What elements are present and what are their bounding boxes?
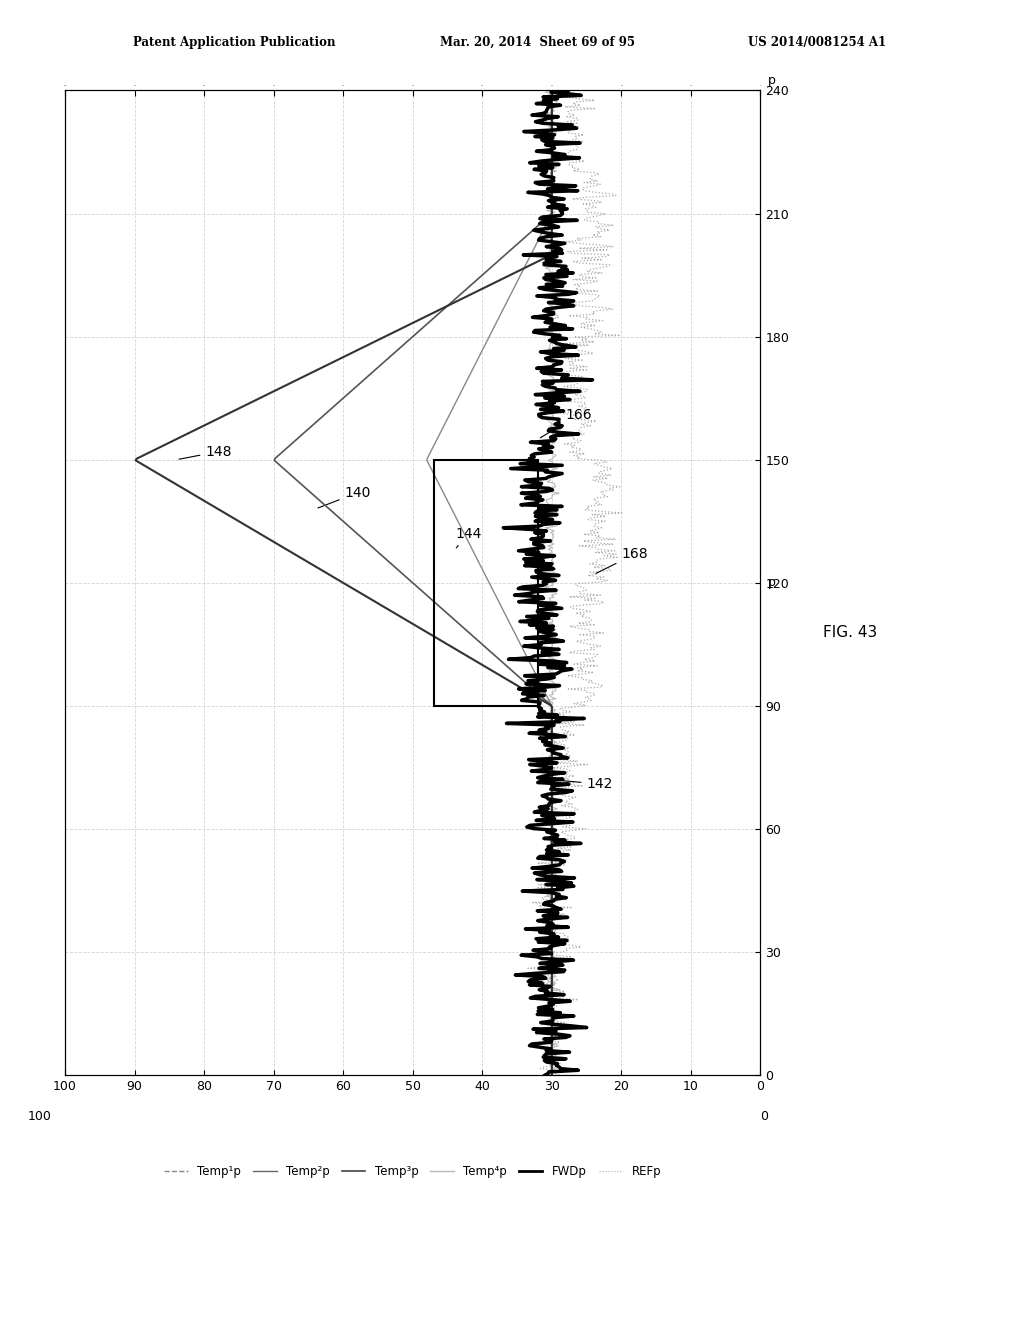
Text: 100: 100 [28, 1110, 51, 1123]
Text: Patent Application Publication: Patent Application Publication [133, 36, 336, 49]
Text: FIG. 43: FIG. 43 [823, 624, 878, 640]
Text: p: p [767, 74, 775, 87]
Text: 166: 166 [541, 408, 592, 438]
Bar [433, 459, 538, 706]
Text: Mar. 20, 2014  Sheet 69 of 95: Mar. 20, 2014 Sheet 69 of 95 [440, 36, 635, 49]
Text: 144: 144 [455, 527, 481, 548]
Text: 140: 140 [317, 486, 371, 508]
Text: 148: 148 [179, 445, 231, 459]
Text: p: p [767, 577, 775, 589]
Text: 168: 168 [596, 548, 648, 573]
Text: 0: 0 [761, 1110, 768, 1123]
Legend: Temp¹p, Temp²p, Temp³p, Temp⁴p, FWDp, REFp: Temp¹p, Temp²p, Temp³p, Temp⁴p, FWDp, RE… [160, 1160, 666, 1183]
Text: US 2014/0081254 A1: US 2014/0081254 A1 [748, 36, 886, 49]
Text: 142: 142 [555, 777, 613, 791]
